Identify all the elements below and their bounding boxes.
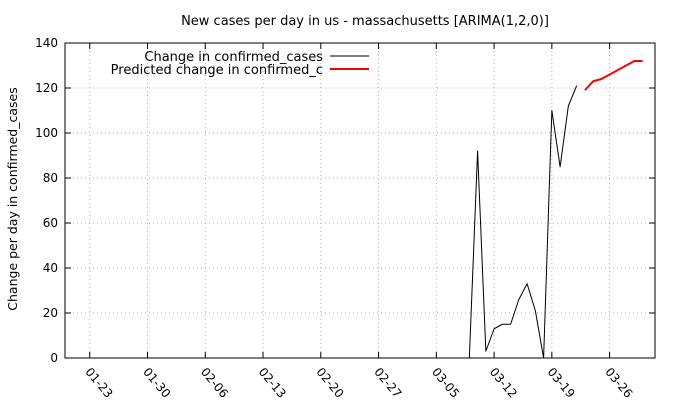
x-tick-label: 02-20 [314,365,347,400]
x-tick-label: 02-06 [198,365,231,400]
y-axis-label: Change per day in confirmed_cases [5,87,20,310]
plot-frame [64,42,656,359]
x-tick-label: 03-19 [545,365,578,400]
x-ticks: 01-23 01-30 02-06 02-13 02-20 02-27 03-05 03-12… [82,43,635,400]
grid [65,43,655,358]
y-ticks: 0 20 40 60 80 100 120 140 [35,36,655,365]
y-tick-label: 40 [43,261,58,275]
x-tick-label: 01-23 [82,365,115,400]
y-tick-label: 20 [43,306,58,320]
y-tick-label: 0 [50,351,58,365]
x-tick-label: 03-12 [487,365,520,400]
x-tick-label: 02-27 [371,365,404,400]
y-tick-label: 60 [43,216,58,230]
y-tick-label: 100 [35,126,58,140]
x-tick-label: 03-05 [429,365,462,400]
legend-label: Predicted change in confirmed_c [111,63,323,78]
chart-title: New cases per day in us - massachusetts … [181,14,549,29]
x-tick-label: 02-13 [256,365,289,400]
x-tick-label: 03-26 [602,365,635,400]
x-tick-label: 01-30 [140,365,173,400]
series-line-actual [81,85,578,359]
y-tick-label: 120 [35,81,58,95]
y-tick-label: 80 [43,171,58,185]
series-line-predicted [584,60,643,91]
y-tick-label: 140 [35,36,58,50]
legend-label: Change in confirmed_cases [144,50,323,65]
